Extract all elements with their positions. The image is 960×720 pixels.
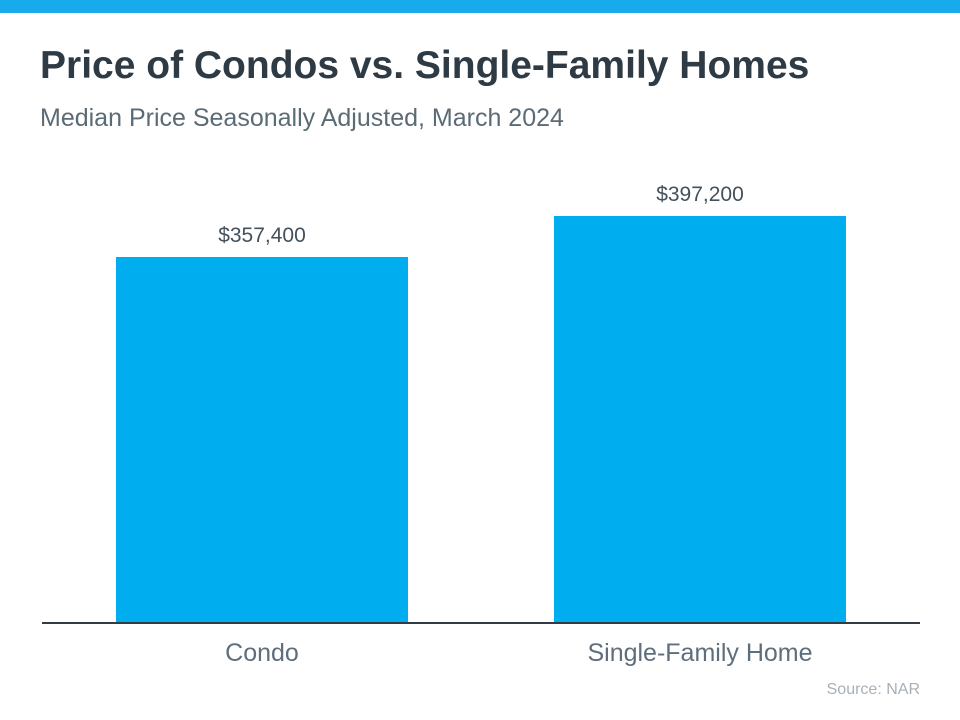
top-accent-bar <box>0 0 960 13</box>
bar-value-label: $357,400 <box>218 224 306 247</box>
bar <box>554 216 846 622</box>
source-note: Source: NAR <box>826 681 920 698</box>
x-axis-label: Condo <box>225 639 299 667</box>
bar-group: $397,200 Single-Family Home <box>554 0 846 667</box>
bar-value-label: $397,200 <box>656 183 744 206</box>
chart-subtitle: Median Price Seasonally Adjusted, March … <box>40 104 564 132</box>
chart-title: Price of Condos vs. Single-Family Homes <box>40 44 810 87</box>
x-axis-label: Single-Family Home <box>587 639 813 667</box>
bar <box>116 257 408 622</box>
x-axis-line <box>42 622 920 624</box>
bar-group: $357,400 Condo <box>116 0 408 667</box>
